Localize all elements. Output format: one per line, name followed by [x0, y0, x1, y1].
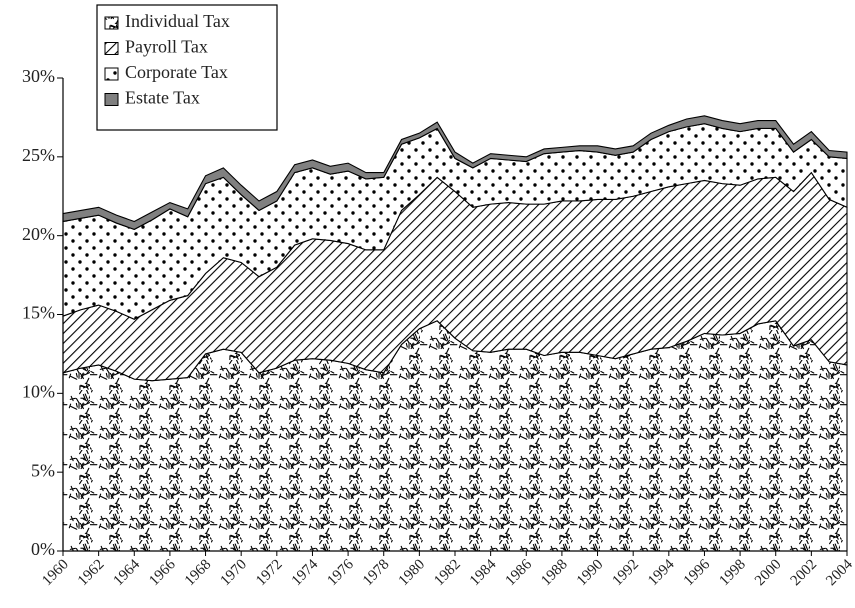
y-tick-label: 10%	[22, 381, 55, 401]
x-tick-label: 1980	[396, 557, 429, 590]
legend-swatch	[104, 67, 119, 81]
x-tick-label: 1988	[538, 557, 571, 590]
y-tick-label: 15%	[22, 303, 55, 323]
y-tick-label: 30%	[22, 66, 55, 86]
x-tick-label: 1986	[503, 556, 536, 589]
legend-label: Payroll Tax	[125, 37, 208, 57]
x-tick-label: 1974	[289, 556, 322, 589]
y-tick-label: 25%	[22, 145, 55, 165]
x-tick-label: 1966	[146, 556, 179, 589]
x-tick-label: 1976	[324, 556, 357, 589]
legend-swatch	[104, 16, 119, 30]
x-tick-label: 1998	[716, 557, 749, 590]
x-tick-label: 1994	[645, 556, 678, 589]
x-tick-label: 1978	[360, 557, 393, 590]
legend-label: Corporate Tax	[125, 62, 228, 82]
x-tick-label: 1996	[681, 556, 714, 589]
x-tick-label: 1964	[111, 556, 144, 589]
legend-label: Estate Tax	[125, 88, 200, 108]
area	[62, 115, 848, 230]
x-tick-label: 2004	[823, 556, 855, 589]
x-tick-label: 1990	[574, 557, 607, 590]
legend-swatch	[104, 42, 119, 55]
x-tick-label: 1970	[217, 557, 250, 590]
legend-label: Individual Tax	[125, 11, 230, 31]
x-tick-label: 1960	[39, 557, 72, 590]
x-tick-label: 2000	[752, 557, 785, 590]
legend: Individual Tax Payroll Tax Corporate Tax Es…	[96, 4, 278, 131]
y-tick-label: 5%	[31, 460, 55, 480]
x-tick-label: 2002	[788, 557, 821, 590]
legend-box	[96, 4, 278, 131]
x-tick-label: 1972	[253, 557, 286, 590]
x-tick-label: 1968	[182, 557, 215, 590]
x-tick-label: 1984	[467, 556, 500, 589]
x-tick-label: 1992	[609, 557, 642, 590]
y-tick-label: 0%	[31, 539, 55, 559]
y-tick-label: 20%	[22, 224, 55, 244]
legend-swatch	[104, 93, 119, 106]
x-tick-label: 1982	[431, 557, 464, 590]
x-tick-label: 1962	[75, 557, 108, 590]
